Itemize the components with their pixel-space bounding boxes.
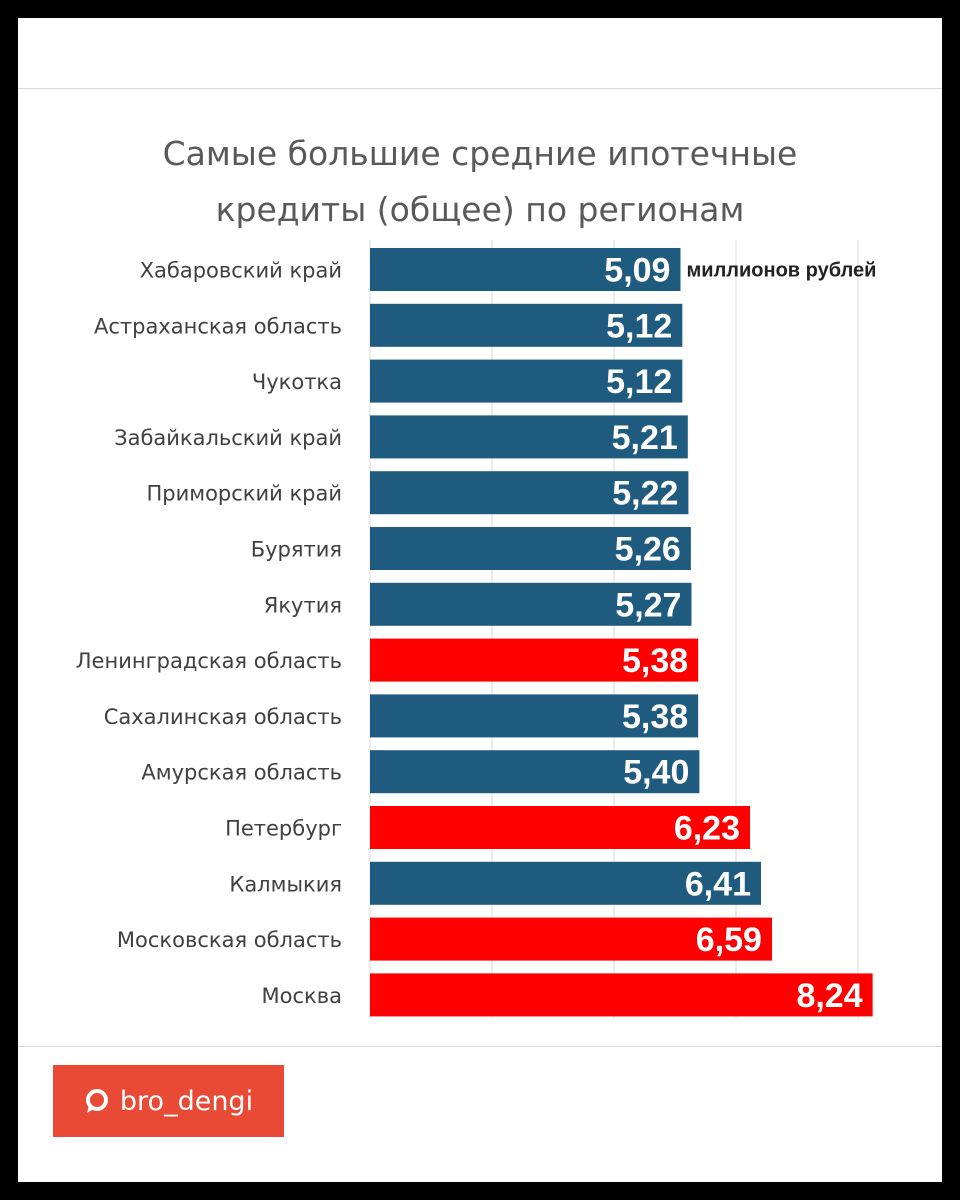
bar bbox=[370, 248, 681, 291]
category-label: Астраханская область bbox=[94, 314, 342, 338]
category-label: Забайкальский край bbox=[114, 426, 342, 450]
bar bbox=[370, 861, 762, 905]
bar-value-label: 6,59 bbox=[696, 921, 762, 959]
top-divider bbox=[18, 88, 942, 89]
bar-value-label: 5,26 bbox=[615, 531, 681, 569]
category-label: Петербург bbox=[225, 817, 342, 841]
category-label: Москва bbox=[262, 984, 342, 1008]
chart-title-line-2: кредиты (общее) по регионам bbox=[215, 190, 745, 229]
category-label: Хабаровский край bbox=[140, 259, 342, 283]
bar bbox=[370, 303, 683, 347]
bar-value-label: 5,38 bbox=[622, 698, 688, 736]
bar-value-label: 5,27 bbox=[615, 586, 681, 624]
category-label: Сахалинская область bbox=[104, 705, 342, 729]
bar-value-label: 5,38 bbox=[622, 642, 688, 680]
bar bbox=[370, 471, 689, 515]
category-label: Чукотка bbox=[252, 370, 342, 394]
bar-value-label: 5,12 bbox=[606, 307, 672, 345]
bar bbox=[370, 973, 873, 1017]
bar bbox=[370, 917, 772, 961]
bar-chart: Хабаровский край 5,09 Астраханская область… bbox=[76, 240, 876, 1018]
category-label: Приморский край bbox=[146, 482, 342, 506]
bar bbox=[370, 359, 683, 403]
category-label: Ленинградская область bbox=[76, 649, 342, 673]
bar bbox=[370, 638, 699, 682]
category-label: Амурская область bbox=[141, 761, 342, 785]
chart-title-line-1: Самые большие средние ипотечные bbox=[162, 134, 798, 173]
bar bbox=[370, 750, 700, 794]
chat-bubble-icon bbox=[85, 1089, 108, 1113]
bar-value-label: 5,12 bbox=[606, 363, 672, 401]
brand-label: bro_dengi bbox=[119, 1085, 254, 1117]
bar-value-label: 5,22 bbox=[612, 475, 678, 513]
bar-value-label: 8,24 bbox=[796, 977, 862, 1015]
unit-annotation: миллионов рублей bbox=[686, 260, 876, 282]
bar bbox=[370, 582, 692, 626]
category-label: Московская область bbox=[117, 928, 342, 952]
bar bbox=[370, 415, 688, 459]
chart-card: Самые большие средние ипотечные кредиты … bbox=[18, 18, 942, 1182]
category-label: Калмыкия bbox=[229, 872, 342, 896]
bar-value-label: 5,40 bbox=[623, 754, 689, 792]
bar bbox=[370, 806, 751, 849]
bar-value-label: 6,23 bbox=[674, 810, 740, 848]
bottom-divider bbox=[18, 1046, 942, 1047]
bar bbox=[370, 694, 699, 738]
bar-value-label: 6,41 bbox=[685, 865, 751, 903]
bar-value-label: 5,21 bbox=[612, 419, 678, 457]
chart-title: Самые большие средние ипотечные кредиты … bbox=[18, 126, 942, 238]
category-label: Бурятия bbox=[251, 538, 342, 562]
category-label: Якутия bbox=[264, 593, 342, 617]
bar-value-label: 5,09 bbox=[604, 252, 670, 290]
bar bbox=[370, 527, 691, 570]
brand-badge[interactable]: bro_dengi bbox=[53, 1065, 284, 1137]
